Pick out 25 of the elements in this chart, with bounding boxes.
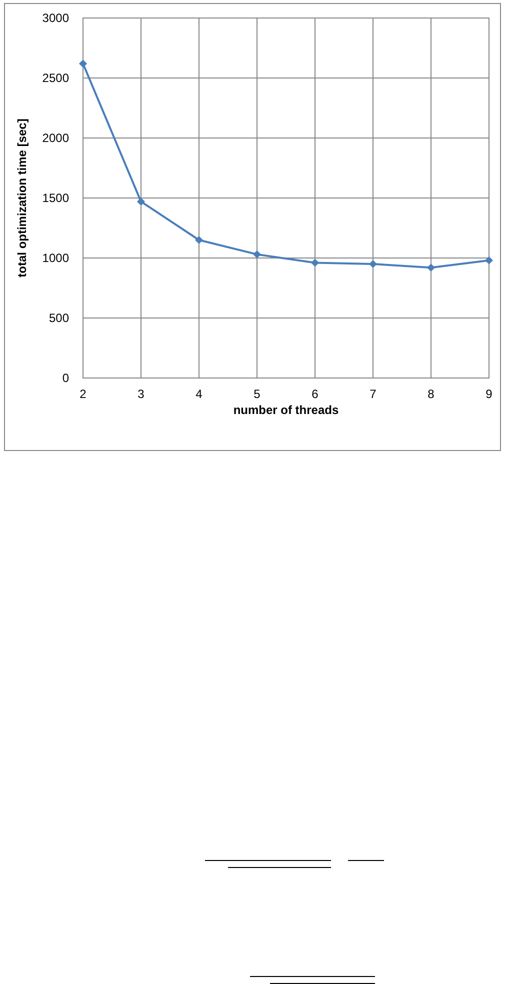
point bbox=[427, 264, 435, 272]
x-tick-label: 6 bbox=[312, 387, 319, 401]
x-tick-label: 9 bbox=[486, 387, 493, 401]
point bbox=[195, 236, 203, 244]
point bbox=[369, 260, 377, 268]
point bbox=[311, 258, 319, 267]
x-tick-label: 2 bbox=[80, 387, 87, 401]
x-tick-label: 8 bbox=[428, 387, 435, 401]
point bbox=[253, 250, 261, 258]
point bbox=[485, 256, 493, 264]
y-tick-label: 500 bbox=[48, 311, 70, 326]
x-tick-label: 3 bbox=[138, 387, 145, 401]
x-tick-label: 4 bbox=[196, 387, 203, 401]
y-axis-title: total optimization time [sec] bbox=[15, 118, 29, 278]
point bbox=[79, 60, 87, 68]
y-tick-label: 3000 bbox=[42, 11, 70, 26]
y-tick-label: 0 bbox=[62, 371, 70, 386]
x-tick-label: 5 bbox=[254, 387, 261, 401]
x-axis-title: number of threads bbox=[233, 403, 339, 417]
y-tick-label: 1000 bbox=[42, 251, 70, 266]
x-tick-label: 7 bbox=[370, 387, 377, 401]
point bbox=[137, 198, 145, 206]
y-tick-label: 1500 bbox=[42, 191, 70, 206]
y-tick-label: 2500 bbox=[42, 71, 70, 86]
y-tick-label: 2000 bbox=[42, 131, 70, 146]
